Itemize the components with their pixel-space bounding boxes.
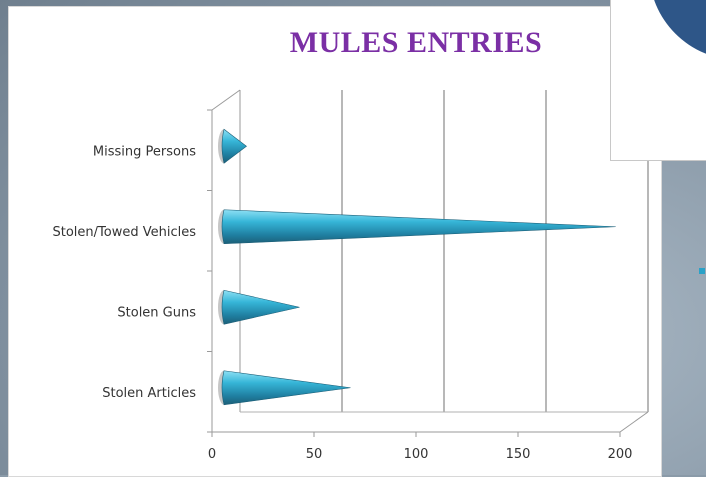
chart-panel [8, 6, 662, 477]
category-label: Missing Persons [93, 144, 196, 159]
bar-cone [218, 128, 247, 164]
category-label: Stolen Articles [102, 386, 196, 401]
chart-title: MULES ENTRIES [289, 26, 543, 59]
category-label: Stolen Guns [117, 305, 196, 320]
x-tick-label: 0 [208, 447, 216, 462]
overlay-panel [610, 0, 706, 161]
x-tick-label: 50 [306, 447, 323, 462]
floor-right-edge [619, 411, 649, 433]
x-tick-label: 200 [608, 447, 633, 462]
bar-body [221, 289, 300, 325]
bar-cone [218, 209, 616, 245]
x-tick-label: 150 [506, 447, 531, 462]
bar-body [221, 128, 247, 164]
decorative-circle [649, 0, 706, 60]
bar-cone [218, 289, 300, 325]
bar-body [221, 370, 351, 406]
bullet-marker [699, 268, 705, 274]
bar-cone [218, 370, 351, 406]
wall-top-edge [211, 89, 241, 111]
bar-body [221, 209, 616, 245]
x-tick-label: 100 [404, 447, 429, 462]
category-label: Stolen/Towed Vehicles [53, 225, 197, 240]
